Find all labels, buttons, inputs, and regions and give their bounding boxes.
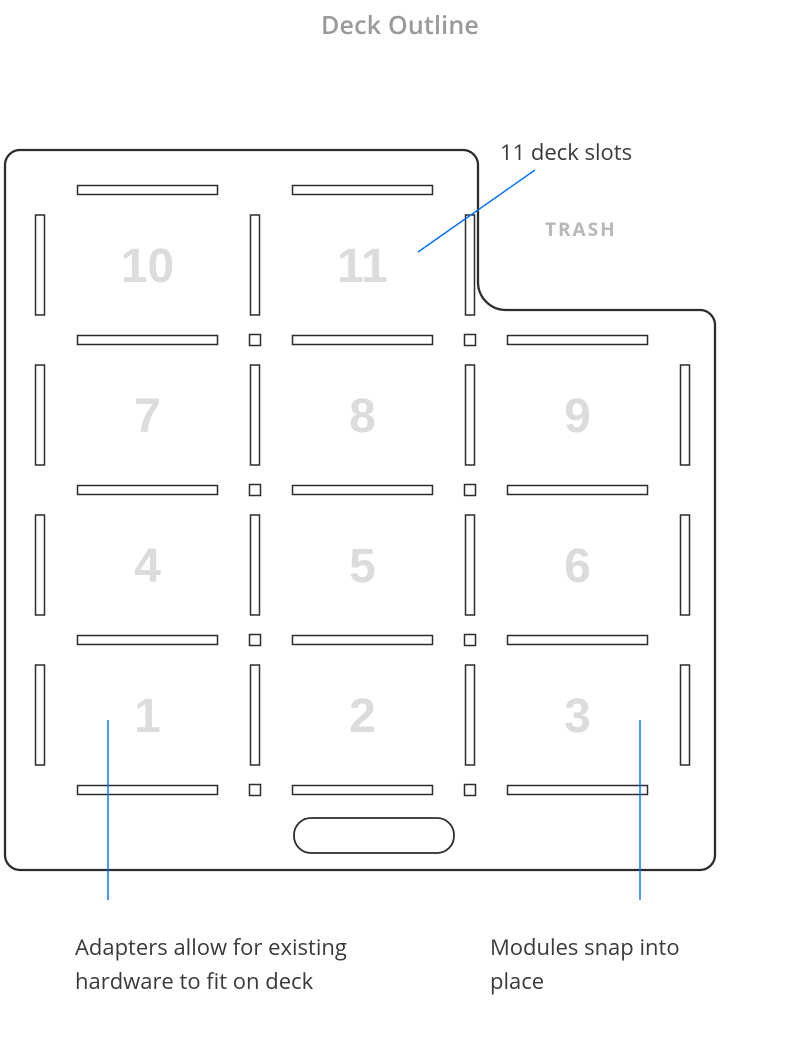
slot-tab-sq [465,335,476,346]
slot-tab-h [293,636,433,645]
slot-tab-sq [250,335,261,346]
slot-tab-h [78,186,218,195]
slot-tab-v [251,515,260,615]
slot-number: 8 [349,390,376,443]
slot-tab-v [36,215,45,315]
slot-tab-sq [465,485,476,496]
slot-tab-v [681,515,690,615]
slot-number: 2 [349,690,376,743]
slot-tab-sq [250,635,261,646]
slot-tab-sq [465,785,476,796]
slot-number: 10 [121,240,174,293]
slot-tab-v [681,365,690,465]
slot-number: 1 [134,690,161,743]
slot-tab-h [78,336,218,345]
callout-modules: Modules snap into place [490,930,690,998]
slot-number: 11 [337,240,388,293]
slot-tab-h [78,786,218,795]
slot-tab-v [251,665,260,765]
slot-tab-sq [465,635,476,646]
slot-tab-v [36,365,45,465]
slot-tab-h [293,186,433,195]
slot-tab-h [78,636,218,645]
slot-tab-h [78,486,218,495]
slot-tab-v [251,215,260,315]
slot-number: 9 [564,390,591,443]
slot-number: 3 [564,690,591,743]
slot-tab-h [508,636,648,645]
slot-tab-h [293,486,433,495]
slot-number: 7 [134,390,161,443]
slot-tab-h [508,486,648,495]
slot-tab-sq [250,785,261,796]
slot-tab-v [466,365,475,465]
slot-number: 5 [349,540,376,593]
slot-number: 4 [134,540,161,593]
slot-tab-h [508,786,648,795]
leader-line [418,170,535,252]
slot-tab-v [36,665,45,765]
slot-tab-h [508,336,648,345]
callout-adapters: Adapters allow for existing hardware to … [75,930,375,998]
trash-label: TRASH [545,215,617,244]
slot-tab-v [681,665,690,765]
slot-number: 6 [564,540,591,593]
callout-slots: 11 deck slots [500,135,632,169]
deck-diagram: 1 2 3 4 5 6 7 8 9 10 11 [0,130,800,900]
deck-handle [294,818,454,853]
slot-tab-h [293,336,433,345]
slot-tab-v [251,365,260,465]
slot-tab-v [466,215,475,315]
slot-tab-v [36,515,45,615]
slot-tab-v [466,665,475,765]
slot-tab-v [466,515,475,615]
slot-tab-h [293,786,433,795]
slot-tab-sq [250,485,261,496]
diagram-title: Deck Outline [0,8,800,42]
